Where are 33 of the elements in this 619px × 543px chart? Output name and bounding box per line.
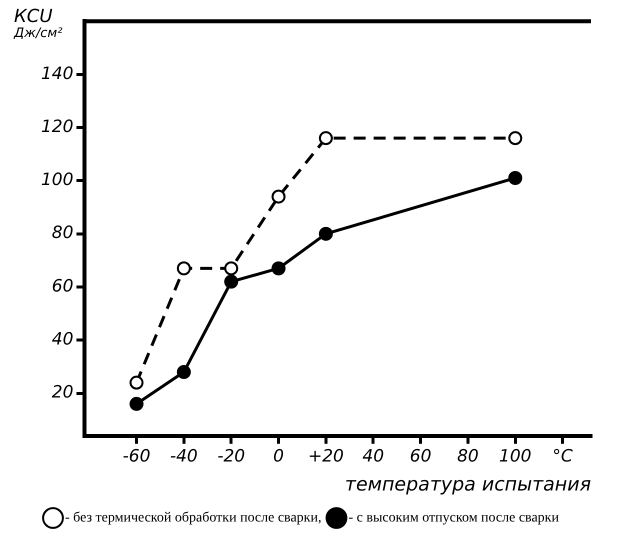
x-tick-label: 80 [457,446,479,466]
x-tick-label: -60 [122,446,150,466]
x-tick-label: +20 [308,446,344,466]
x-tick-label: 40 [362,446,384,466]
point [318,131,333,146]
y-tick-label: 120 [40,116,74,137]
x-tick-label: -40 [170,446,198,466]
y-tick-label: 60 [52,276,74,296]
point [176,365,191,380]
legend-label: - без термической обработки после сварки, [65,510,322,526]
x-tick-label: 100 [499,446,532,466]
point [508,131,522,146]
y-tick-label: 20 [52,382,74,403]
point [224,261,238,276]
point [130,376,144,390]
x-tick-label: -20 [217,446,246,466]
x-tick-label: 0 [273,446,284,466]
point [272,261,286,276]
y-tick-label: 100 [40,170,74,190]
y-axis-title: КСU Дж/см² [14,6,62,41]
point [224,274,238,289]
legend-label: - с высоким отпуском после сварки [348,510,560,526]
point [176,261,191,276]
point [508,171,522,186]
y-tick-label: 140 [40,64,74,84]
x-tick-label: 60 [410,446,432,466]
x-axis-title: температура испытания [344,474,591,496]
point [272,190,286,204]
x-tick-label: °C [552,446,573,466]
point [130,396,144,411]
y-tick-label: 80 [52,223,74,244]
y-tick-label: 40 [52,330,74,350]
point [318,226,333,241]
